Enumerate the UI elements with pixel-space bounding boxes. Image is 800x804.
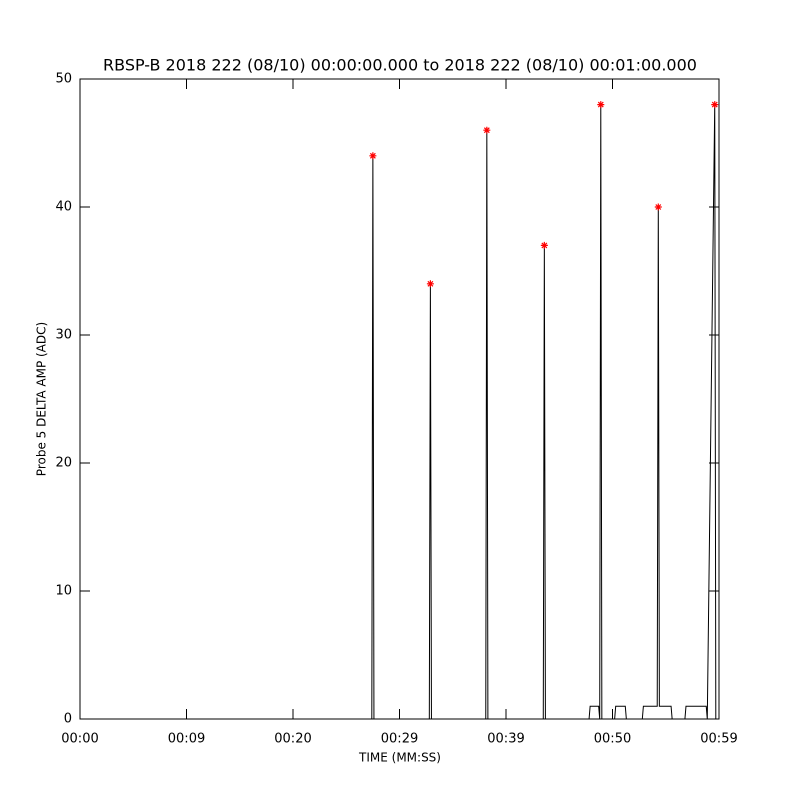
peak-marker: [540, 241, 548, 249]
peak-marker: [711, 101, 719, 109]
y-tick-label: 0: [64, 712, 72, 727]
y-tick-label: 20: [55, 456, 72, 471]
x-tick-label: 00:00: [61, 732, 98, 747]
chart-title: RBSP-B 2018 222 (08/10) 00:00:00.000 to …: [103, 56, 697, 75]
peak-marker: [369, 152, 377, 160]
x-tick-label: 00:59: [700, 732, 737, 747]
y-tick-label: 40: [55, 200, 72, 215]
x-tick-label: 00:09: [168, 732, 205, 747]
data-line: [80, 104, 717, 720]
x-axis-label: TIME (MM:SS): [358, 751, 441, 765]
peak-marker: [426, 280, 434, 288]
x-tick-label: 00:39: [487, 732, 524, 747]
y-tick-label: 50: [55, 72, 72, 87]
y-tick-label: 10: [55, 584, 72, 599]
x-tick-label: 00:29: [381, 732, 418, 747]
plot-frame: [79, 78, 720, 720]
y-axis-label: Probe 5 DELTA AMP (ADC): [35, 322, 49, 476]
y-tick-label: 30: [55, 328, 72, 343]
peak-marker: [597, 101, 605, 109]
x-tick-label: 00:20: [274, 732, 311, 747]
x-tick-label: 00:50: [594, 732, 631, 747]
peak-marker: [654, 203, 662, 211]
peak-marker: [483, 126, 491, 134]
